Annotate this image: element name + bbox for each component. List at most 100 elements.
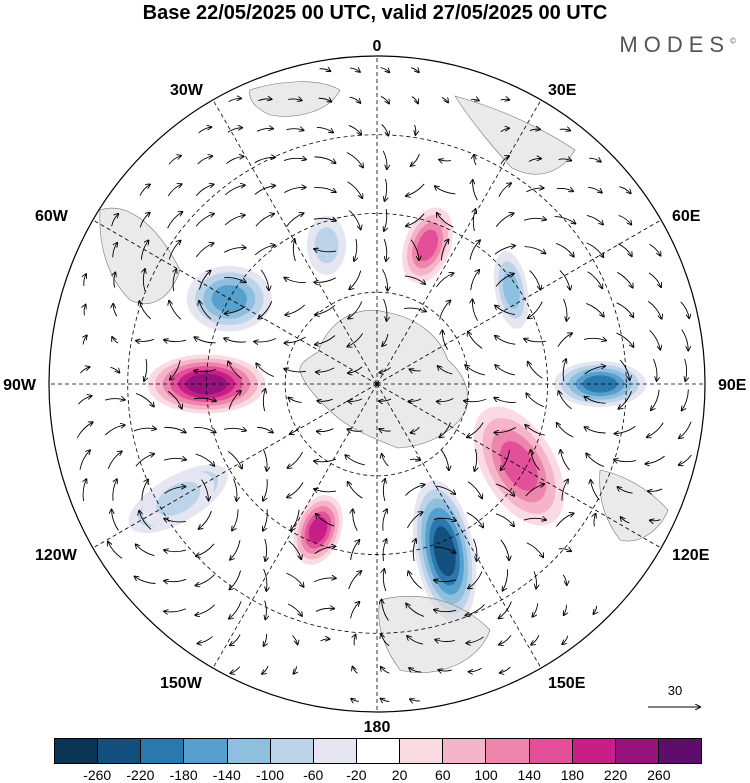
- wind-arrow: [254, 338, 277, 341]
- wind-arrow: [381, 667, 390, 674]
- wind-arrow: [164, 426, 185, 432]
- wind-arrow: [194, 337, 216, 344]
- wind-arrow: [619, 359, 629, 380]
- wind-arrow: [227, 128, 242, 133]
- wind-arrow: [653, 358, 657, 381]
- colorbar-swatch: [486, 739, 530, 763]
- wind-arrow: [441, 97, 448, 103]
- wind-arrow: [84, 305, 86, 316]
- wind-arrow: [288, 99, 301, 100]
- wind-arrow: [201, 479, 208, 501]
- brand-logo: MODES©: [619, 32, 736, 58]
- wind-arrow: [617, 243, 632, 256]
- lon-label-0: 0: [373, 38, 382, 55]
- wind-arrow: [316, 367, 335, 372]
- wind-arrow: [108, 542, 123, 559]
- wind-arrow: [499, 635, 512, 644]
- wind-arrow: [618, 391, 632, 409]
- wind-arrow: [229, 570, 242, 590]
- wind-arrow: [288, 398, 302, 403]
- wind-arrow: [563, 298, 567, 321]
- wind-arrow: [434, 546, 455, 553]
- meridian-line: [376, 219, 662, 385]
- wind-arrow: [526, 542, 544, 558]
- wind-arrow: [255, 214, 274, 227]
- wind-arrow: [110, 366, 119, 372]
- wind-arrow: [408, 571, 423, 590]
- wind-arrow: [562, 574, 567, 585]
- wind-arrow: [651, 389, 660, 410]
- wind-arrow: [384, 208, 387, 231]
- wind-arrow: [315, 304, 336, 314]
- wind-arrow: [164, 579, 187, 581]
- wind-arrow: [614, 459, 637, 461]
- wind-arrow: [263, 568, 267, 591]
- longitude-labels: 0 90E 180 90W 30E 60E 120E 150E 150W 120…: [3, 38, 747, 736]
- meridian-line: [376, 383, 542, 669]
- wind-arrow: [382, 600, 389, 621]
- wind-arrow: [139, 213, 150, 228]
- meridian-line: [376, 383, 662, 549]
- wind-arrow: [409, 459, 420, 460]
- wind-arrow: [434, 580, 457, 582]
- wind-arrow: [230, 634, 241, 646]
- wind-arrow: [616, 332, 633, 347]
- wind-arrow: [588, 186, 602, 192]
- wind-arrow: [350, 68, 360, 72]
- wind-arrow: [679, 421, 692, 439]
- wind-arrow: [528, 159, 541, 162]
- lon-label-60w: 60W: [35, 208, 69, 225]
- wind-arrow: [107, 451, 122, 469]
- wind-arrow: [586, 242, 604, 257]
- wind-arrow: [233, 478, 237, 501]
- wind-arrow: [256, 128, 273, 132]
- wind-arrow: [198, 127, 212, 134]
- wind-arrow: [494, 246, 515, 255]
- wind-arrow: [594, 514, 596, 527]
- wind-arrow: [523, 218, 546, 220]
- lon-label-150w: 150W: [160, 675, 203, 692]
- wind-arrow: [524, 246, 546, 254]
- wind-arrow: [495, 336, 516, 345]
- wind-arrow: [532, 603, 539, 616]
- wind-arrow: [679, 454, 692, 465]
- wind-arrow: [195, 604, 216, 615]
- meridian-line: [376, 99, 542, 385]
- wind-arrow: [586, 453, 604, 467]
- wind-arrow: [167, 184, 181, 197]
- wind-arrow: [284, 278, 306, 283]
- wind-arrow: [317, 399, 333, 401]
- wind-arrow: [379, 367, 391, 372]
- wind-arrow: [197, 636, 213, 643]
- colorbar-swatch: [141, 739, 185, 763]
- wind-arrow: [224, 215, 245, 226]
- wind-arrow: [495, 274, 514, 287]
- wind-arrow: [194, 369, 217, 371]
- wind-arrow: [382, 333, 389, 346]
- wind-arrow: [556, 188, 573, 191]
- wind-arrow: [287, 603, 302, 616]
- wind-arrow: [263, 389, 265, 412]
- wind-arrow: [645, 455, 665, 464]
- wind-arrow: [84, 274, 86, 286]
- wind-arrow: [559, 129, 571, 130]
- wind-arrow: [105, 399, 125, 401]
- wind-arrow: [409, 668, 421, 672]
- colorbar-swatch: [98, 739, 142, 763]
- wind-arrow: [195, 214, 214, 227]
- anomaly-contour: [582, 375, 618, 393]
- wind-arrow: [351, 699, 359, 702]
- wind-arrow: [380, 96, 389, 103]
- wind-arrow: [531, 450, 540, 471]
- wind-arrow: [194, 426, 215, 432]
- wind-arrow: [439, 160, 451, 161]
- wind-arrow: [529, 129, 540, 130]
- wind-arrow: [384, 178, 386, 201]
- wind-arrow: [290, 425, 301, 434]
- wind-arrow: [133, 428, 156, 432]
- wind-arrow: [495, 305, 516, 315]
- wind-arrow: [469, 667, 482, 672]
- wind-arrow: [263, 633, 266, 646]
- wind-arrow: [383, 298, 387, 321]
- wind-arrow: [260, 269, 269, 291]
